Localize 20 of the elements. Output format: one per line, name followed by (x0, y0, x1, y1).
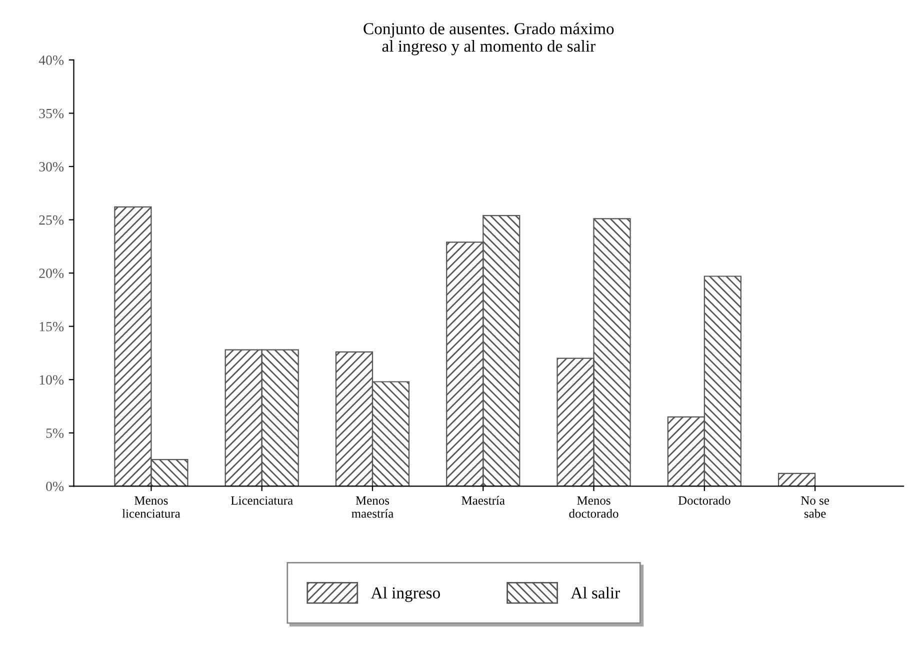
y-tick-label: 30% (39, 162, 64, 172)
x-tick-label: Menos doctorado (569, 496, 618, 518)
x-tick-label: Menos licenciatura (122, 496, 180, 518)
legend-label: Al salir (570, 586, 620, 599)
chart-title: Conjunto de ausentes. Grado máximo al ingreso y al momento de salir (364, 22, 614, 56)
y-tick-label: 10% (40, 375, 64, 385)
y-tick-label: 20% (39, 268, 64, 278)
y-tick-label: 0% (46, 482, 64, 492)
x-tick-label: Maestría (462, 496, 505, 505)
x-tick-label: No se sabe (801, 496, 830, 518)
bar (778, 472, 816, 486)
x-tick-label: Menos maestría (352, 496, 394, 518)
x-tick-label: Doctorado (678, 496, 730, 505)
y-tick-label: 35% (39, 108, 64, 118)
y-tick-label: 5% (46, 428, 64, 438)
legend-label: Al ingreso (370, 586, 440, 602)
y-tick-label: 15% (40, 322, 64, 332)
y-tick-label: 40% (38, 56, 64, 65)
y-tick-label: 25% (39, 215, 64, 225)
x-tick-label: Licenciatura (230, 496, 293, 505)
